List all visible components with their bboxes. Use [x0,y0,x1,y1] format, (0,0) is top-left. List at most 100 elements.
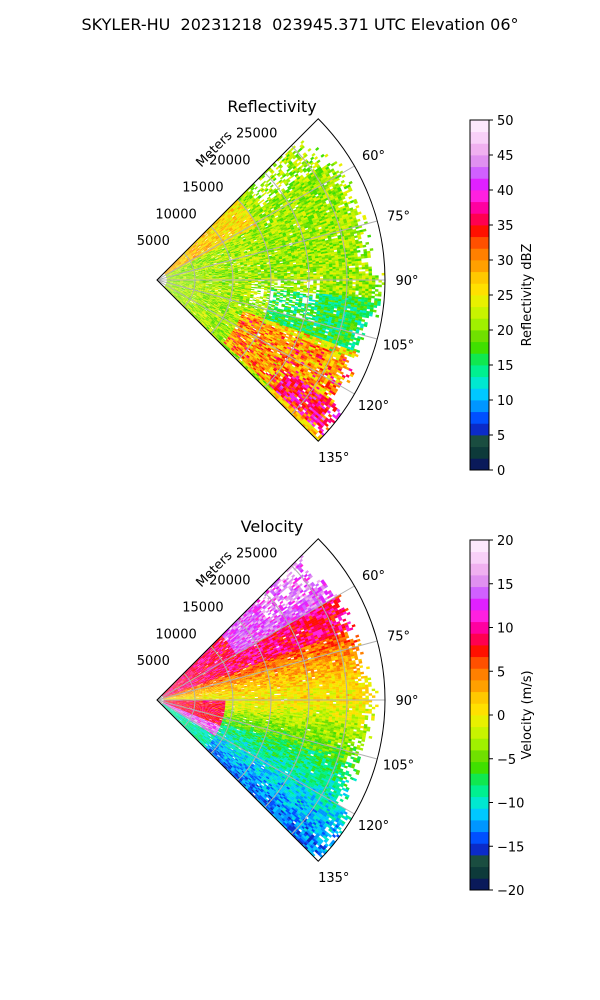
colorbar-tick-label: −20 [497,884,524,899]
sector-frame [156,118,386,442]
colorbar-tick-label: 15 [497,578,514,593]
colorbar-tick-label: 0 [497,464,505,479]
colorbar-swatch [470,738,489,751]
azimuth-tick-label: 120° [358,399,389,414]
azimuth-tick-label: 60° [362,149,385,164]
colorbar-swatch [470,750,489,763]
colorbar-swatch [470,458,489,471]
colorbar-swatch [470,388,489,401]
colorbar-swatch [470,131,489,144]
colorbar-swatch [470,306,489,319]
colorbar-swatch [470,435,489,448]
colorbar-tick-label: 45 [497,149,514,164]
colorbar-tick-label: 35 [497,219,514,234]
range-tick-label: 25000 [236,127,277,142]
colorbar-label: Velocity (m/s) [520,670,535,759]
colorbar-swatch [470,808,489,821]
range-tick-label: 10000 [155,207,196,222]
colorbar-swatch [470,236,489,249]
figure-title: SKYLER-HU 20231218 023945.371 UTC Elevat… [81,15,519,34]
range-tick-label: 25000 [236,547,277,562]
colorbar-tick-label: 5 [497,429,505,444]
colorbar-tick-label: 20 [497,534,514,549]
azimuth-tick-label: 135° [318,871,349,886]
azimuth-spoke [156,279,355,395]
azimuth-tick-label: 105° [383,759,414,774]
range-tick-label: 10000 [155,627,196,642]
colorbar-swatch [470,353,489,366]
reflectivity-field [163,140,385,442]
azimuth-tick-label: 105° [383,339,414,354]
colorbar-swatch [470,843,489,856]
colorbar-swatch [470,400,489,413]
azimuth-tick-label: 60° [362,569,385,584]
azimuth-spoke [156,220,378,281]
colorbar-swatch [470,680,489,693]
panel-title: Reflectivity [227,97,316,116]
sector-frame [156,538,386,862]
colorbar-swatch [470,761,489,774]
colorbar-swatch [470,668,489,681]
panel-title: Velocity [241,517,304,536]
colorbar-tick-label: −15 [497,840,524,855]
colorbar-swatch [470,866,489,879]
colorbar-swatch [470,726,489,739]
colorbar-swatch [470,598,489,611]
colorbar-tick-label: 10 [497,394,514,409]
colorbar-swatch [470,213,489,226]
colorbar-swatch [470,878,489,891]
azimuth-tick-label: 135° [318,451,349,466]
azimuth-tick-label: 75° [387,629,410,644]
colorbar-tick-label: 15 [497,359,514,374]
colorbar-swatch [470,586,489,599]
colorbar-swatch [470,796,489,809]
colorbar-swatch [470,190,489,203]
colorbar-swatch [470,715,489,728]
colorbar-tick-label: 0 [497,709,505,724]
azimuth-spoke [156,585,355,701]
colorbar-tick-label: 5 [497,665,505,680]
colorbar-swatch [470,703,489,716]
reflectivity-colorbar: 0 5 10 15 20 25 30 35 40 45 50 Reflectivity dBZ [469,114,535,479]
colorbar-swatch [470,831,489,844]
azimuth-spoke [156,279,378,340]
colorbar-swatch [470,283,489,296]
colorbar-tick-label: 30 [497,254,514,269]
colorbar-swatch [470,248,489,261]
colorbar-swatch [470,318,489,331]
colorbar-swatch [470,260,489,273]
range-tick-label: 5000 [137,234,170,249]
colorbar-tick-label: 10 [497,622,514,637]
colorbar-swatch [470,143,489,156]
colorbar-swatch [470,155,489,168]
colorbar-swatch [470,341,489,354]
colorbar-swatch [470,563,489,576]
colorbar-swatch [470,225,489,238]
colorbar-swatch [470,271,489,284]
colorbar-swatch [470,201,489,214]
range-tick-label: 20000 [209,574,250,589]
azimuth-spoke [156,640,378,701]
azimuth-tick-label: 90° [395,694,418,709]
range-tick-label: 15000 [182,180,223,195]
colorbar-tick-label: −5 [497,753,516,768]
range-tick-label: 15000 [182,600,223,615]
colorbar-swatch [470,575,489,588]
azimuth-spoke [156,165,355,281]
azimuth-spoke [156,699,355,815]
colorbar-swatch [470,423,489,436]
azimuth-spoke [156,699,378,760]
colorbar-swatch [470,785,489,798]
colorbar-tick-label: 25 [497,289,514,304]
range-tick-label: 20000 [209,154,250,169]
colorbar-swatch [470,633,489,646]
colorbar-label: Reflectivity dBZ [520,244,535,347]
colorbar-swatch [470,820,489,833]
colorbar-swatch [470,166,489,179]
colorbar-swatch [470,540,489,553]
azimuth-tick-label: 90° [395,274,418,289]
colorbar-swatch [470,610,489,623]
colorbar-swatch [470,330,489,343]
